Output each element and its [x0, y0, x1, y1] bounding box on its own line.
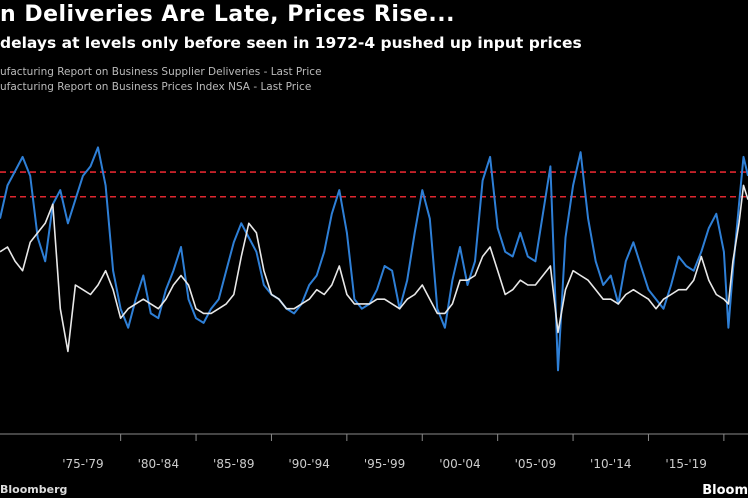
reference-lines	[0, 171, 748, 198]
x-tick-label: '05-'09	[515, 457, 556, 471]
x-tick-label: '10-'14	[590, 457, 631, 471]
series-layer	[0, 146, 748, 372]
x-tick-label: '75-'79	[62, 457, 103, 471]
series-line-supplier-deliveries	[0, 146, 748, 372]
x-tick-label: '95-'99	[364, 457, 405, 471]
bloomberg-logo: Bloom	[702, 483, 748, 498]
source-label: Bloomberg	[0, 483, 68, 496]
series-line-prices-index	[0, 184, 748, 353]
x-tick-label: '80-'84	[138, 457, 179, 471]
chart-subtitle: delays at levels only before seen in 197…	[0, 34, 582, 52]
x-tick-label: '15-'19	[665, 457, 706, 471]
x-tick-label: '90-'94	[288, 457, 329, 471]
x-axis-ticks: '75-'79 '80-'84 '85-'89 '90-'94 '95-'99 '00-'…	[62, 434, 725, 471]
legend-entry-prices-index: ufacturing Report on Business Prices Ind…	[0, 81, 312, 93]
legend-entry-supplier-deliveries: ufacturing Report on Business Supplier D…	[0, 66, 322, 78]
chart-title: n Deliveries Are Late, Prices Rise...	[0, 2, 455, 27]
x-tick-label: '85-'89	[213, 457, 254, 471]
x-tick-label: '00-'04	[439, 457, 480, 471]
